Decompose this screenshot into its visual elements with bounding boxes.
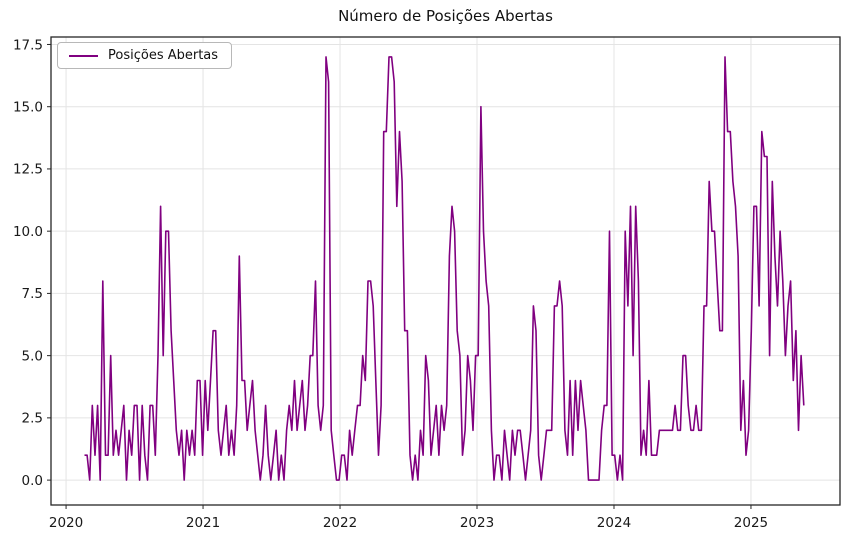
plot-border	[50, 36, 841, 506]
x-tick-label: 2021	[186, 515, 220, 531]
legend: Posições Abertas	[57, 42, 233, 69]
y-tick-label: 5.0	[22, 348, 43, 364]
x-tick-label: 2025	[734, 515, 768, 531]
y-tick-label: 10.0	[13, 224, 43, 240]
y-tick-label: 7.5	[22, 286, 43, 302]
y-tick-label: 0.0	[22, 473, 43, 489]
y-tick-label: 12.5	[13, 162, 43, 178]
x-tick-label: 2022	[323, 515, 357, 531]
x-tick-label: 2024	[597, 515, 631, 531]
y-tick-label: 17.5	[13, 37, 43, 53]
legend-line-sample	[69, 54, 98, 57]
x-tick-label: 2020	[49, 515, 83, 531]
y-tick-label: 2.5	[22, 411, 43, 427]
chart-title: Número de Posições Abertas	[338, 7, 553, 25]
x-tick-label: 2023	[460, 515, 494, 531]
series-line	[84, 56, 805, 481]
y-tick-label: 15.0	[13, 100, 43, 116]
legend-label: Posições Abertas	[108, 48, 219, 63]
